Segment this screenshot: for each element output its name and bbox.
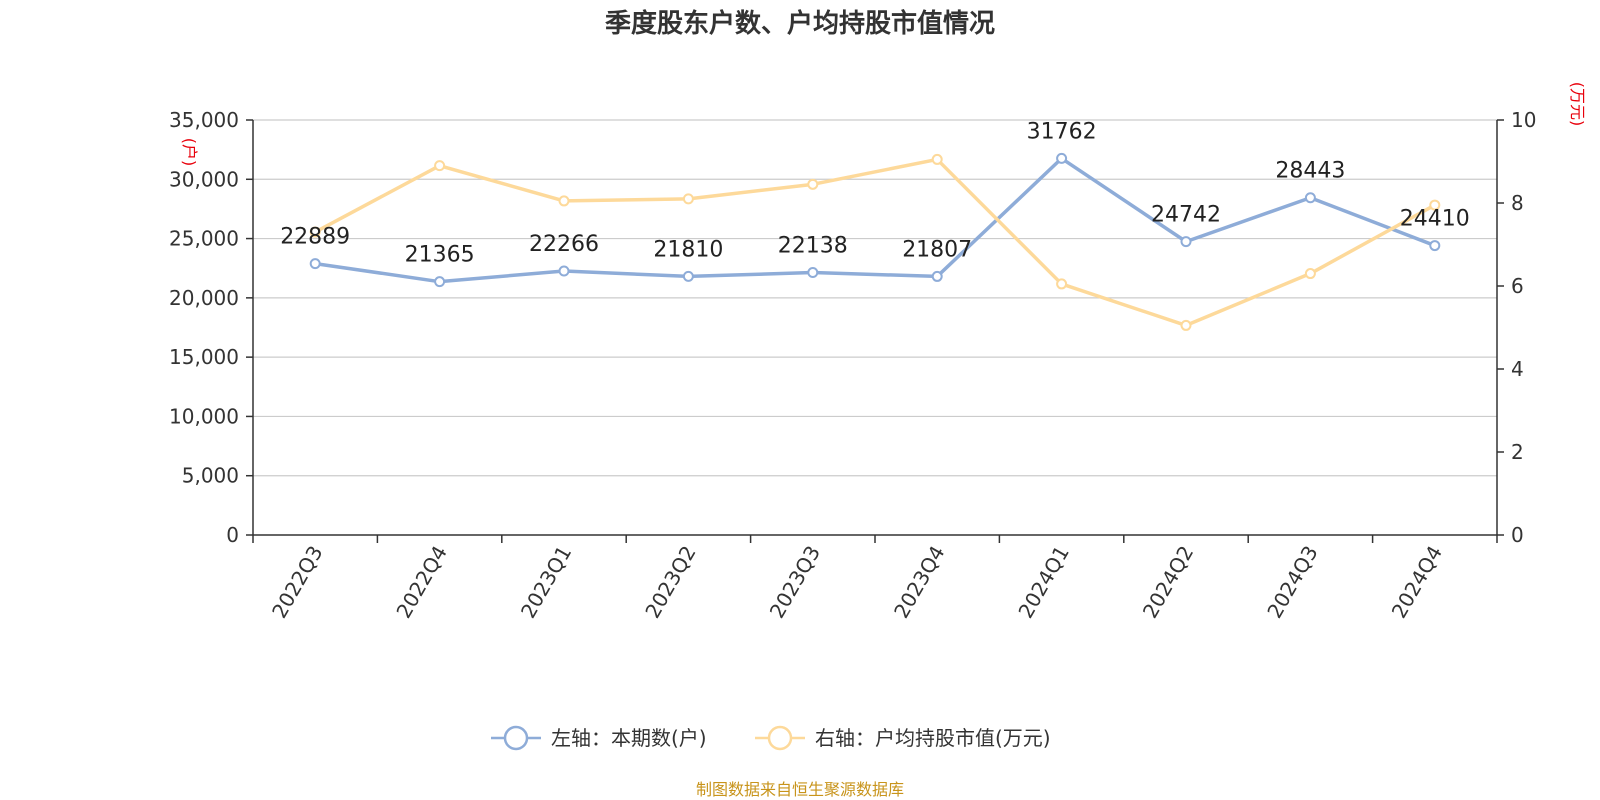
x-tick-label: 2024Q1 bbox=[1013, 542, 1073, 623]
data-label: 21807 bbox=[902, 237, 972, 262]
right-tick-label: 2 bbox=[1511, 440, 1524, 464]
right-tick-label: 10 bbox=[1511, 108, 1536, 132]
point-holders[interactable] bbox=[309, 258, 321, 270]
x-tick-label: 2023Q3 bbox=[765, 542, 825, 623]
legend: 左轴：本期数(户) 右轴：户均持股市值(万元) bbox=[491, 725, 1051, 751]
point-holders[interactable] bbox=[1429, 240, 1441, 252]
x-tick-label: 2022Q3 bbox=[267, 542, 327, 623]
legend-item-avg-value[interactable]: 右轴：户均持股市值(万元) bbox=[755, 725, 1051, 751]
point-holders[interactable] bbox=[1180, 236, 1192, 248]
left-tick-label: 10,000 bbox=[169, 404, 239, 428]
point-holders[interactable] bbox=[931, 270, 943, 282]
point-avg-value[interactable] bbox=[931, 153, 943, 165]
right-axis-ticks: 0 2 4 6 8 10 bbox=[1497, 108, 1536, 547]
right-tick-label: 6 bbox=[1511, 274, 1524, 298]
data-labels: 22889 21365 22266 21810 22138 21807 31762 24742… bbox=[280, 119, 1470, 267]
x-tick-label: 2024Q4 bbox=[1387, 542, 1447, 623]
x-tick-label: 2023Q2 bbox=[640, 542, 700, 623]
data-label: 21810 bbox=[653, 237, 723, 262]
source-note: 制图数据来自恒生聚源数据库 bbox=[696, 780, 904, 799]
legend-item-holders[interactable]: 左轴：本期数(户) bbox=[491, 725, 707, 751]
point-holders[interactable] bbox=[807, 267, 819, 279]
gridlines bbox=[253, 119, 1497, 477]
data-label: 31762 bbox=[1027, 119, 1097, 144]
legend-marker-holders bbox=[503, 725, 529, 751]
x-tick-label: 2023Q1 bbox=[516, 542, 576, 623]
point-holders[interactable] bbox=[434, 276, 446, 288]
left-tick-label: 25,000 bbox=[169, 227, 239, 251]
point-avg-value[interactable] bbox=[434, 160, 446, 172]
point-avg-value[interactable] bbox=[1429, 199, 1441, 211]
legend-marker-avg-value bbox=[767, 725, 793, 751]
x-tick-label: 2022Q4 bbox=[391, 542, 451, 623]
left-tick-label: 5,000 bbox=[182, 464, 239, 488]
data-label: 24410 bbox=[1400, 207, 1470, 232]
point-avg-value[interactable] bbox=[1304, 268, 1316, 280]
point-holders[interactable] bbox=[558, 265, 570, 277]
data-label: 22138 bbox=[778, 234, 848, 259]
x-tick-label: 2023Q4 bbox=[889, 541, 949, 622]
point-holders[interactable] bbox=[1056, 152, 1068, 164]
point-avg-value[interactable] bbox=[558, 195, 570, 207]
series-avg-value bbox=[309, 153, 1441, 331]
point-avg-value[interactable] bbox=[807, 178, 819, 190]
legend-label-avg-value: 右轴：户均持股市值(万元) bbox=[815, 726, 1051, 750]
left-tick-label: 20,000 bbox=[169, 286, 239, 310]
data-label: 22889 bbox=[280, 225, 350, 250]
legend-label-holders: 左轴：本期数(户) bbox=[551, 726, 707, 750]
series-holders bbox=[309, 152, 1441, 288]
left-tick-label: 30,000 bbox=[169, 167, 239, 191]
data-label: 28443 bbox=[1275, 159, 1345, 184]
point-avg-value[interactable] bbox=[682, 193, 694, 205]
data-label: 24742 bbox=[1151, 203, 1221, 228]
x-axis-ticks: 2022Q3 2022Q4 2023Q1 2023Q2 2023Q3 2023Q4 2024… bbox=[252, 535, 1498, 623]
left-axis-ticks: 0 5,000 10,000 15,000 20,000 25,000 30,000 35,0… bbox=[169, 108, 253, 547]
left-axis-unit: (户) bbox=[180, 138, 199, 167]
data-label: 22266 bbox=[529, 232, 599, 257]
right-axis-unit: (万元) bbox=[1568, 82, 1587, 127]
data-label: 21365 bbox=[405, 243, 475, 268]
series-line-avg-value bbox=[314, 157, 1436, 328]
left-tick-label: 0 bbox=[226, 523, 239, 547]
left-tick-label: 15,000 bbox=[169, 345, 239, 369]
point-avg-value[interactable] bbox=[1056, 278, 1068, 290]
point-avg-value[interactable] bbox=[1180, 319, 1192, 331]
right-tick-label: 4 bbox=[1511, 357, 1524, 381]
right-tick-label: 0 bbox=[1511, 523, 1524, 547]
x-tick-label: 2024Q3 bbox=[1262, 542, 1322, 623]
left-tick-label: 35,000 bbox=[169, 108, 239, 132]
point-holders[interactable] bbox=[1304, 192, 1316, 204]
series-line-holders bbox=[314, 156, 1436, 284]
point-holders[interactable] bbox=[682, 270, 694, 282]
x-tick-label: 2024Q2 bbox=[1138, 542, 1198, 623]
chart-title: 季度股东户数、户均持股市值情况 bbox=[605, 8, 995, 39]
right-tick-label: 8 bbox=[1511, 191, 1524, 215]
point-avg-value[interactable] bbox=[309, 226, 321, 238]
